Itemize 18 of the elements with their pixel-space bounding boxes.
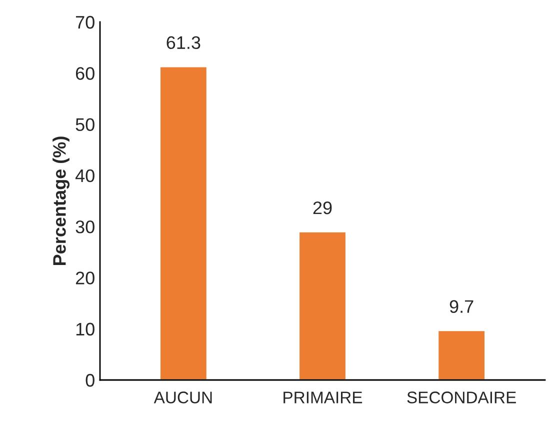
bar	[159, 66, 208, 380]
y-axis-title: Percentage (%)	[52, 136, 70, 266]
y-tick-label: 50	[76, 118, 94, 132]
bar	[437, 330, 486, 380]
x-tick-label: PRIMAIRE	[284, 392, 362, 404]
y-tick-label: 40	[75, 169, 94, 182]
y-tick-label: 0	[86, 374, 94, 387]
y-tick-label: 70	[76, 16, 94, 29]
x-tick-label: SECONDAIRE	[407, 392, 516, 404]
data-label: 61.3	[166, 36, 200, 50]
y-tick-label: 10	[76, 322, 94, 336]
data-label: 29	[313, 201, 332, 214]
y-tick-label: 30	[76, 220, 94, 234]
x-tick-label: AUCUN	[154, 392, 212, 404]
y-tick-label: 20	[76, 272, 94, 284]
bar	[298, 230, 347, 380]
y-tick-label: 60	[76, 67, 94, 80]
data-label: 9.7	[450, 300, 474, 313]
